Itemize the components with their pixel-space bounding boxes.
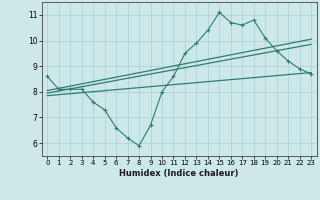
X-axis label: Humidex (Indice chaleur): Humidex (Indice chaleur)	[119, 169, 239, 178]
